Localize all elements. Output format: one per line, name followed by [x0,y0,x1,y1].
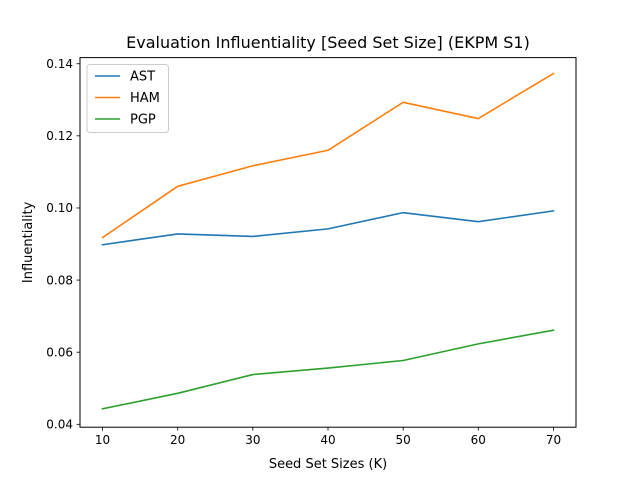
y-tick-label: 0.14 [46,57,73,71]
x-tick-label: 60 [471,433,486,447]
series-line-pgp [101,329,555,410]
x-tick-label: 20 [170,433,185,447]
x-tick-label: 30 [245,433,260,447]
x-tick-label: 70 [546,433,561,447]
x-tick-label: 50 [396,433,411,447]
y-tick-label: 0.04 [46,418,73,432]
y-axis-label: Influentiality [21,201,36,283]
y-tick-label: 0.10 [46,201,73,215]
x-tick-label: 40 [320,433,335,447]
y-axis-ticks: 0.04 0.06 0.08 0.10 0.12 0.14 [46,57,80,432]
y-tick-label: 0.06 [46,345,73,359]
series-line-ham [101,72,555,239]
x-axis-ticks: 10 20 30 40 50 60 70 [95,427,561,447]
chart-title: Evaluation Influentiality [Seed Set Size… [126,33,530,52]
x-axis-label: Seed Set Sizes (K) [269,457,387,472]
series-lines [101,72,555,410]
legend: AST HAM PGP [86,64,169,133]
legend-label-ham: HAM [130,91,160,106]
legend-label-ast: AST [130,70,155,85]
legend-label-pgp: PGP [130,113,156,128]
y-tick-label: 0.12 [46,129,73,143]
y-tick-label: 0.08 [46,273,73,287]
legend-box [86,64,169,133]
x-tick-label: 10 [95,433,110,447]
series-line-ast [101,209,555,246]
